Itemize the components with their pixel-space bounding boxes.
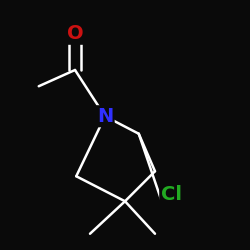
Text: N: N bbox=[97, 107, 113, 126]
Text: O: O bbox=[67, 24, 83, 43]
Text: Cl: Cl bbox=[161, 186, 182, 204]
